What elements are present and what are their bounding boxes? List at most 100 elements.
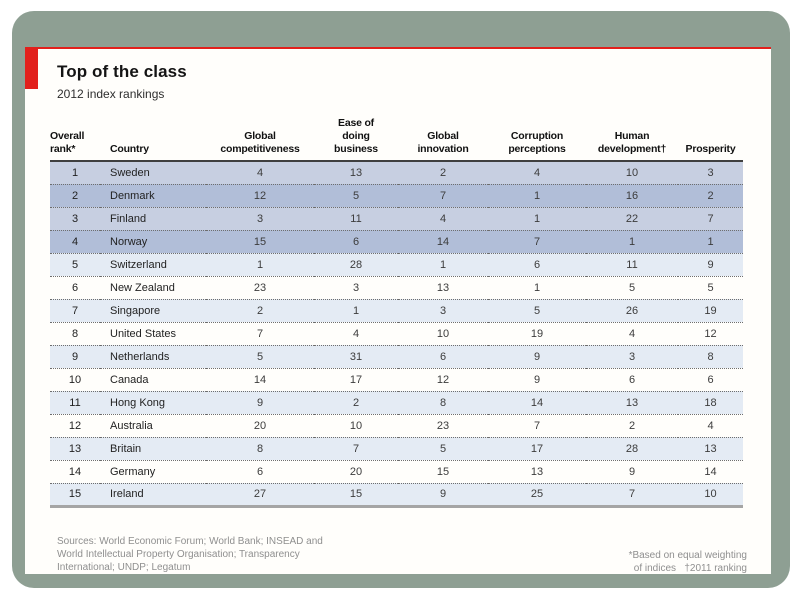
table-row: 3 Finland 3 11 4 1 22 7 [50, 206, 743, 231]
value-cell: 4 [314, 321, 398, 346]
value-cell: 27 [206, 482, 314, 508]
header-overall-rank: Overall rank* [50, 117, 100, 163]
value-cell: 9 [678, 252, 743, 277]
value-cell: 8 [206, 436, 314, 461]
value-cell: 17 [314, 367, 398, 392]
rank-cell: 5 [50, 252, 100, 277]
value-cell: 10 [398, 321, 488, 346]
table-row: 8 United States 7 4 10 19 4 12 [50, 321, 743, 346]
value-cell: 4 [398, 206, 488, 231]
value-cell: 3 [206, 206, 314, 231]
value-cell: 7 [398, 183, 488, 208]
header-global-competitiveness: Global competitiveness [206, 117, 314, 163]
chart-card: Top of the class 2012 index rankings Ove… [25, 47, 771, 574]
value-cell: 7 [314, 436, 398, 461]
value-cell: 14 [488, 390, 586, 415]
value-cell: 1 [586, 229, 678, 254]
value-cell: 1 [488, 183, 586, 208]
country-cell: Hong Kong [100, 390, 206, 415]
value-cell: 9 [488, 344, 586, 369]
value-cell: 19 [678, 298, 743, 323]
header-prosperity: Prosperity [678, 117, 743, 163]
header-human-development: Human development† [586, 117, 678, 163]
country-cell: Norway [100, 229, 206, 254]
rank-cell: 11 [50, 390, 100, 415]
value-cell: 4 [533, 167, 541, 180]
value-cell: 1 [314, 298, 398, 323]
value-cell: 4 [678, 413, 743, 438]
table-row: 14 Germany 6 20 15 13 9 14 [50, 459, 743, 484]
table-row: 6 New Zealand 23 3 13 1 5 5 [50, 275, 743, 300]
value-cell: 15 [206, 229, 314, 254]
rank-cell: 10 [50, 367, 100, 392]
value-cell: 25 [488, 482, 586, 508]
value-cell: 28 [314, 252, 398, 277]
value-cell: 14 [398, 229, 488, 254]
value-cell: 6 [398, 344, 488, 369]
header-country: Country [100, 117, 206, 163]
table-row: 5 Switzerland 1 28 1 6 11 9 [50, 252, 743, 277]
value-cell: 2 [586, 413, 678, 438]
value-cell: 22 [586, 206, 678, 231]
header-corruption-perceptions: Corruption perceptions [488, 117, 586, 163]
country-cell: Canada [100, 367, 206, 392]
value-cell: 4 [256, 167, 264, 180]
value-cell: 6 [206, 459, 314, 484]
value-cell: 13 [586, 390, 678, 415]
country-cell: Germany [100, 459, 206, 484]
value-cell: 10 [678, 482, 743, 508]
value-cell: 7 [206, 321, 314, 346]
table-row: 9 Netherlands 5 31 6 9 3 8 [50, 344, 743, 369]
value-cell: 6 [488, 252, 586, 277]
sage-frame: Top of the class 2012 index rankings Ove… [12, 11, 790, 588]
value-cell: 26 [586, 298, 678, 323]
value-cell: 2 [439, 167, 447, 180]
rank-cell: 15 [50, 482, 100, 508]
country-cell: Denmark [100, 183, 206, 208]
country-cell: Netherlands [100, 344, 206, 369]
value-cell: 1 [488, 206, 586, 231]
value-cell: 13 [349, 167, 363, 180]
country-cell: United States [100, 321, 206, 346]
red-accent-tab [25, 47, 38, 89]
table-row: 1 Sweden 4 13 2 4 10 3 [50, 161, 743, 185]
value-cell: 15 [398, 459, 488, 484]
value-cell: 11 [314, 206, 398, 231]
value-cell: 5 [488, 298, 586, 323]
value-cell: 11 [586, 252, 678, 277]
country-cell: Britain [100, 436, 206, 461]
value-cell: 6 [678, 367, 743, 392]
value-cell: 3 [707, 167, 714, 180]
chart-subtitle: 2012 index rankings [57, 87, 165, 101]
rank-cell: 13 [50, 436, 100, 461]
table-row: 13 Britain 8 7 5 17 28 13 [50, 436, 743, 461]
value-cell: 20 [314, 459, 398, 484]
value-cell: 14 [678, 459, 743, 484]
value-cell: 1 [398, 252, 488, 277]
header-row: Overall rank* Country Global competitive… [50, 117, 743, 163]
chart-title: Top of the class [57, 62, 187, 81]
value-cell: 7 [678, 206, 743, 231]
table-row: 11 Hong Kong 9 2 8 14 13 18 [50, 390, 743, 415]
header-ease-of-doing-business: Ease of doing business [314, 117, 398, 163]
rank-cell: 9 [50, 344, 100, 369]
value-cell: 7 [488, 413, 586, 438]
table-body: 1 Sweden 4 13 2 4 10 3 2 Denmark 12 5 7 1 16 2 3 Finland 3… [50, 161, 743, 508]
value-cell: 6 [586, 367, 678, 392]
value-cell: 1 [678, 229, 743, 254]
value-cell: 3 [586, 344, 678, 369]
table-row: 7 Singapore 2 1 3 5 26 19 [50, 298, 743, 323]
rank-cell: 14 [50, 459, 100, 484]
country-cell: Sweden [110, 167, 150, 180]
value-cell: 28 [586, 436, 678, 461]
country-cell: Finland [100, 206, 206, 231]
value-cell: 3 [314, 275, 398, 300]
value-cell: 12 [398, 367, 488, 392]
table-row: 2 Denmark 12 5 7 1 16 2 [50, 183, 743, 208]
value-cell: 4 [586, 321, 678, 346]
value-cell: 10 [314, 413, 398, 438]
value-cell: 9 [586, 459, 678, 484]
rank-cell: 6 [50, 275, 100, 300]
value-cell: 16 [586, 183, 678, 208]
value-cell: 23 [398, 413, 488, 438]
